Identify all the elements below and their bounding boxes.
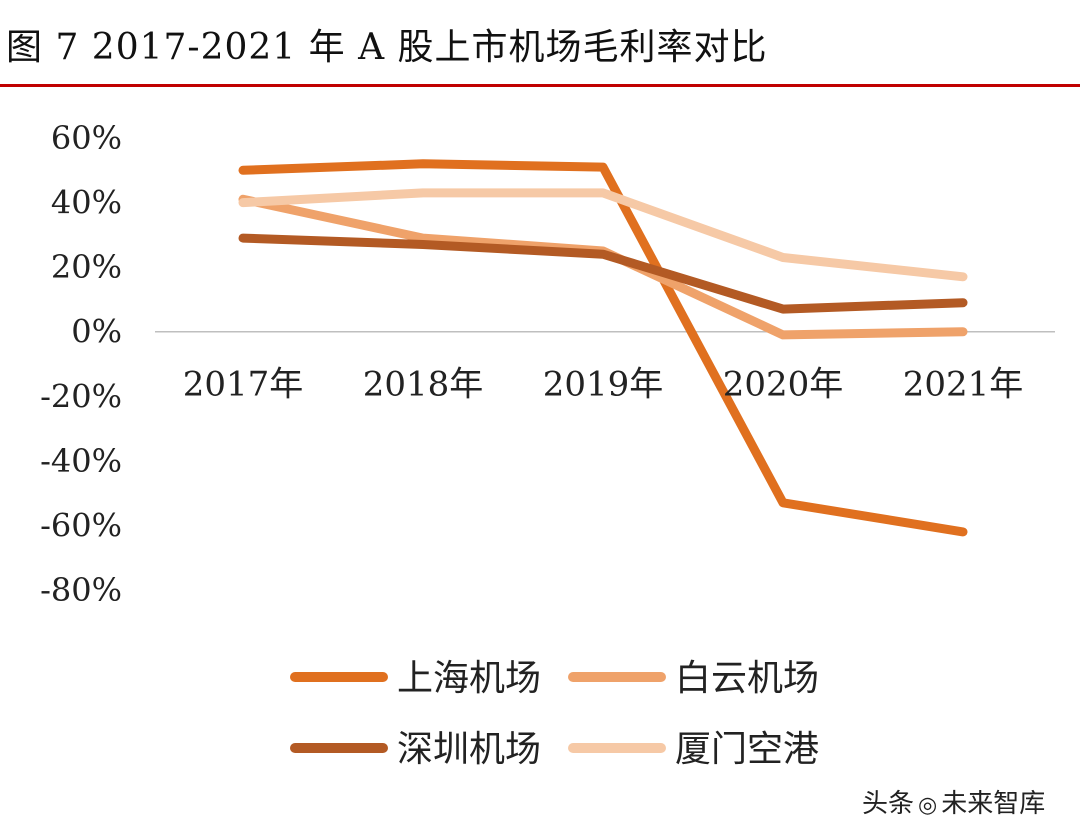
legend-label: 深圳机场 bbox=[397, 729, 541, 770]
y-axis-labels: 60% 40% 20% 0% -20% -40% -60% -80% bbox=[40, 119, 122, 609]
watermark-prefix: 头条 bbox=[862, 789, 915, 819]
y-tick-label: 40% bbox=[51, 184, 122, 222]
x-tick-label: 2020年 bbox=[723, 365, 844, 405]
y-tick-label: -40% bbox=[40, 442, 122, 480]
figure-title: 图 7 2017-2021 年 A 股上市机场毛利率对比 bbox=[6, 27, 768, 68]
x-tick-label: 2018年 bbox=[363, 365, 484, 405]
y-tick-label: 20% bbox=[51, 248, 122, 286]
x-axis-labels: 2017年 2018年 2019年 2020年 2021年 bbox=[183, 365, 1024, 405]
legend-label: 厦门空港 bbox=[675, 729, 819, 770]
wechat-icon: ◎ bbox=[918, 793, 938, 818]
y-tick-label: 60% bbox=[51, 119, 122, 157]
y-tick-label: -80% bbox=[40, 571, 122, 609]
watermark: 头条 ◎ 未来智库 bbox=[862, 783, 1045, 820]
legend-label: 上海机场 bbox=[397, 658, 541, 699]
y-tick-label: 0% bbox=[71, 313, 122, 351]
x-tick-label: 2017年 bbox=[183, 365, 304, 405]
y-tick-label: -20% bbox=[40, 377, 122, 415]
x-tick-label: 2019年 bbox=[543, 365, 664, 405]
series-line bbox=[238, 188, 968, 282]
legend-label: 白云机场 bbox=[675, 658, 819, 699]
title-rule bbox=[0, 84, 1080, 87]
series-line bbox=[238, 233, 968, 314]
series-line bbox=[238, 159, 968, 537]
x-tick-label: 2021年 bbox=[903, 365, 1024, 405]
y-tick-label: -60% bbox=[40, 506, 122, 544]
series-lines bbox=[238, 159, 968, 537]
watermark-text: 未来智库 bbox=[941, 789, 1046, 819]
